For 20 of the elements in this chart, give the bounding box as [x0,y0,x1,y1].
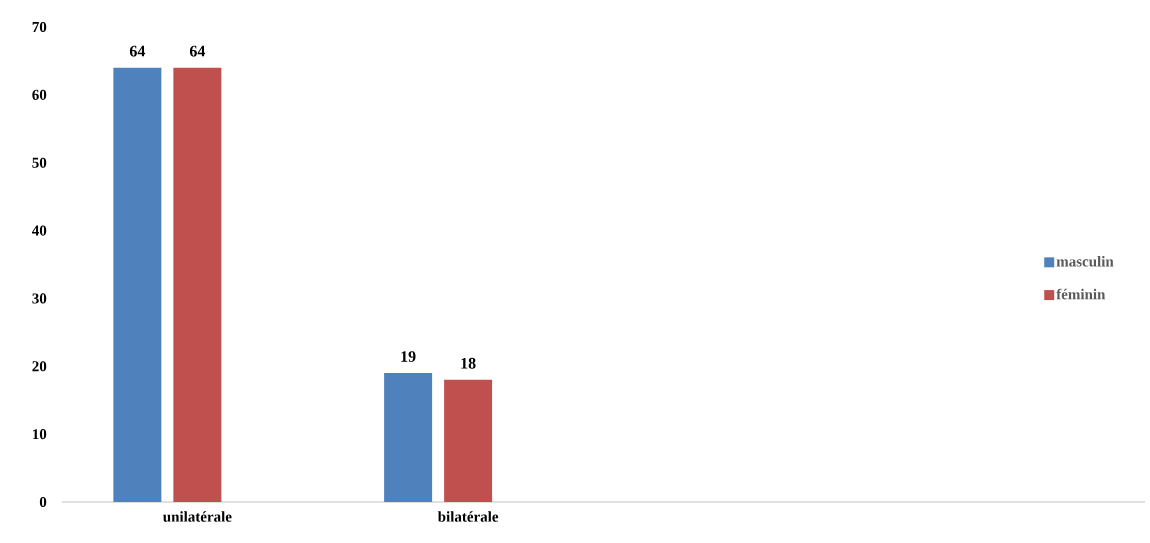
bar [384,373,433,502]
legend-label: féminin [1056,288,1106,300]
data-label: 19 [401,351,416,362]
data-label: 18 [461,357,476,369]
x-tick-label: bilatérale [437,511,499,522]
y-tick-label: 30 [32,293,47,304]
legend-label: masculin [1056,256,1114,267]
y-tick-label: 40 [32,225,47,236]
y-tick-label: 50 [32,157,47,168]
bar [444,379,493,502]
bar [173,67,222,502]
y-tick-label: 70 [32,21,47,33]
data-label: 64 [189,45,206,57]
y-tick-label: 0 [39,496,47,508]
y-tick-label: 60 [32,89,47,100]
bar [113,67,162,502]
y-tick-label: 10 [33,429,47,440]
y-tick-label: 20 [32,361,47,372]
x-tick-label: unilatérale [163,511,232,522]
data-label: 64 [129,45,146,57]
